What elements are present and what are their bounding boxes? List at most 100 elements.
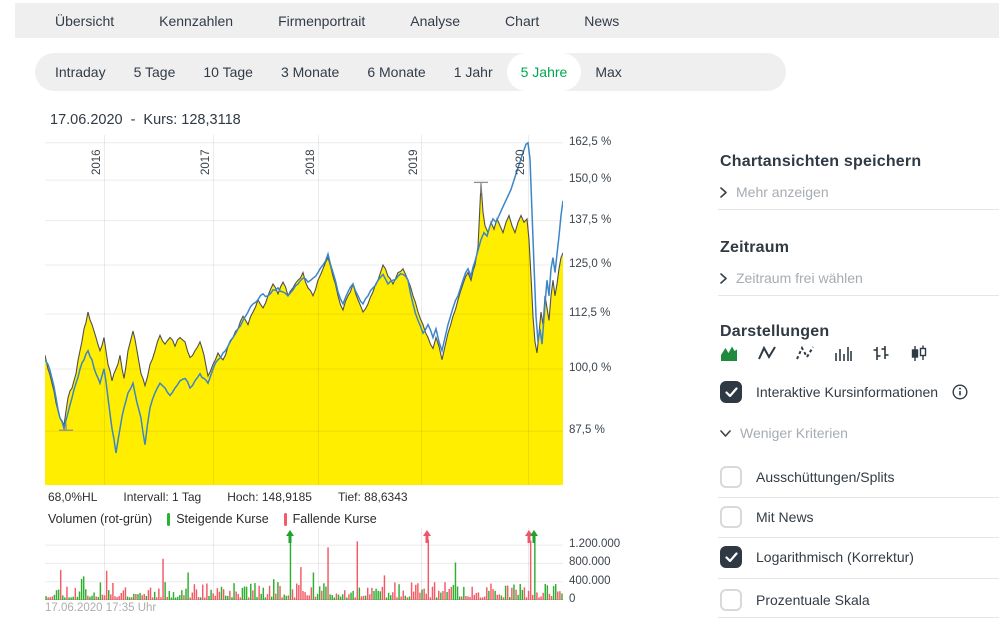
y-axis-label: 125,0 % [569, 258, 612, 270]
candlestick-chart-icon[interactable] [910, 345, 928, 362]
weniger-kriterien-label: Weniger Kriterien [740, 425, 848, 441]
chart-timestamp: 17.06.2020 17:35 Uhr [45, 602, 157, 614]
tab-uebersicht[interactable]: Übersicht [55, 12, 115, 29]
range-3-monate[interactable]: 3 Monate [280, 64, 340, 80]
dashed-line-chart-icon[interactable] [796, 345, 814, 362]
interactive-info-label: Interaktive Kursinformationen [756, 384, 939, 400]
mit-news-checkbox[interactable] [720, 506, 742, 528]
falling-bar-icon [283, 512, 287, 526]
chart-title-separator: - [130, 112, 136, 128]
tab-kennzahlen[interactable]: Kennzahlen [159, 12, 234, 29]
volume-axis-label: 1.200.000 [569, 538, 621, 550]
more-views-link[interactable]: Mehr anzeigen [720, 184, 829, 200]
volume-event-arrow [286, 530, 294, 543]
range-5-jahre[interactable]: 5 Jahre [506, 53, 582, 91]
ausschuettungen-checkbox[interactable] [720, 466, 742, 488]
more-views-label: Mehr anzeigen [736, 184, 829, 200]
volume-event-arrow [530, 530, 538, 543]
chevron-right-icon [720, 186, 727, 198]
y-axis-label: 162,5 % [569, 136, 612, 148]
divider [718, 578, 999, 579]
x-axis-year-label: 2018 [305, 149, 317, 175]
info-tief: Tief: 88,6343 [337, 490, 408, 504]
tab-firmenportrait[interactable]: Firmenportrait [278, 12, 366, 29]
line-chart-icon[interactable] [758, 345, 776, 362]
tab-chart[interactable]: Chart [505, 12, 540, 29]
volume-event-arrow [423, 530, 431, 543]
y-axis-label: 112,5 % [569, 307, 611, 319]
volume-legend: Volumen (rot-grün) Steigende Kurse Falle… [48, 512, 377, 526]
check-icon [724, 551, 738, 562]
x-axis-year-label: 2017 [200, 149, 212, 175]
interactive-info-checkbox[interactable] [720, 381, 742, 403]
volume-legend-down: Fallende Kurse [292, 512, 377, 526]
zeitraum-frei-link[interactable]: Zeitraum frei wählen [720, 270, 863, 286]
info-icon[interactable] [952, 384, 968, 400]
save-views-heading: Chartansichten speichern [720, 153, 922, 170]
y-axis-label: 100,0 % [569, 362, 612, 374]
volume-chart[interactable] [45, 528, 563, 600]
weniger-kriterien-link[interactable]: Weniger Kriterien [720, 425, 848, 441]
prozentuale-skala-label: Prozentuale Skala [756, 592, 870, 608]
option-row: Ausschüttungen/Splits [720, 466, 895, 488]
area-chart-icon[interactable] [720, 345, 738, 362]
mit-news-label: Mit News [756, 509, 814, 525]
chart-title-kurs: Kurs: 128,3118 [143, 112, 241, 128]
prozentuale-skala-checkbox[interactable] [720, 589, 742, 611]
volume-event-arrow [525, 530, 533, 543]
zeitraum-heading: Zeitraum [720, 239, 790, 256]
range-6-monate[interactable]: 6 Monate [367, 64, 426, 80]
volume-axis-label: 400.000 [569, 575, 611, 587]
volume-legend-title: Volumen (rot-grün) [48, 512, 153, 526]
divider [718, 497, 999, 498]
darstellungen-heading: Darstellungen [720, 323, 830, 340]
y-axis-label: 150,0 % [569, 173, 612, 185]
tab-news[interactable]: News [584, 12, 620, 29]
tab-analyse[interactable]: Analyse [410, 12, 461, 29]
logarithmisch-checkbox[interactable] [720, 546, 742, 568]
volume-axis-label: 800.000 [569, 556, 611, 568]
chart-title: 17.06.2020 - Kurs: 128,3118 [50, 112, 241, 128]
option-row: Prozentuale Skala [720, 589, 870, 611]
divider [718, 209, 999, 210]
chevron-right-icon [720, 272, 727, 284]
price-chart[interactable]: 2016 2017 2018 2019 2020 [44, 135, 564, 485]
chart-info-bar: 68,0%HL Intervall: 1 Tag Hoch: 148,9185 … [48, 490, 408, 504]
info-hoch: Hoch: 148,9185 [227, 490, 312, 504]
y-axis-label: 137,5 % [569, 214, 612, 226]
y-axis-label: 87,5 % [569, 424, 605, 436]
info-hl: 68,0%HL [48, 490, 98, 504]
tief-marker [59, 423, 73, 431]
x-axis-year-label: 2016 [91, 149, 103, 175]
volume-axis-label: 0 [569, 593, 576, 605]
divider [718, 295, 999, 296]
volume-legend-up: Steigende Kurse [176, 512, 269, 526]
range-1-jahr[interactable]: 1 Jahr [453, 64, 493, 80]
bar-chart-icon[interactable] [834, 345, 852, 362]
rising-bar-icon [167, 512, 171, 526]
divider [718, 537, 999, 538]
option-row: Mit News [720, 506, 814, 528]
interactive-info-row: Interaktive Kursinformationen [720, 381, 968, 403]
range-max[interactable]: Max [595, 64, 622, 80]
ohlc-chart-icon[interactable] [872, 345, 890, 362]
range-10-tage[interactable]: 10 Tage [203, 64, 253, 80]
chart-title-date: 17.06.2020 [50, 112, 123, 128]
check-icon [724, 386, 738, 397]
info-interval: Intervall: 1 Tag [123, 490, 202, 504]
x-axis-year-label: 2020 [515, 149, 527, 175]
range-bar: Intraday 5 Tage 10 Tage 3 Monate 6 Monat… [35, 53, 786, 91]
chevron-down-icon [720, 429, 731, 437]
ausschuettungen-label: Ausschüttungen/Splits [756, 469, 895, 485]
volume-y-axis: 1.200.000 800.000 400.000 0 [569, 520, 639, 620]
divider [718, 617, 999, 618]
zeitraum-frei-label: Zeitraum frei wählen [736, 270, 863, 286]
range-intraday[interactable]: Intraday [55, 64, 106, 80]
range-5-tage[interactable]: 5 Tage [133, 64, 176, 80]
chart-type-selector [720, 345, 928, 362]
top-nav: Übersicht Kennzahlen Firmenportrait Anal… [15, 3, 999, 38]
option-row: Logarithmisch (Korrektur) [720, 546, 914, 568]
logarithmisch-label: Logarithmisch (Korrektur) [756, 549, 914, 565]
x-axis-year-label: 2019 [408, 149, 420, 175]
